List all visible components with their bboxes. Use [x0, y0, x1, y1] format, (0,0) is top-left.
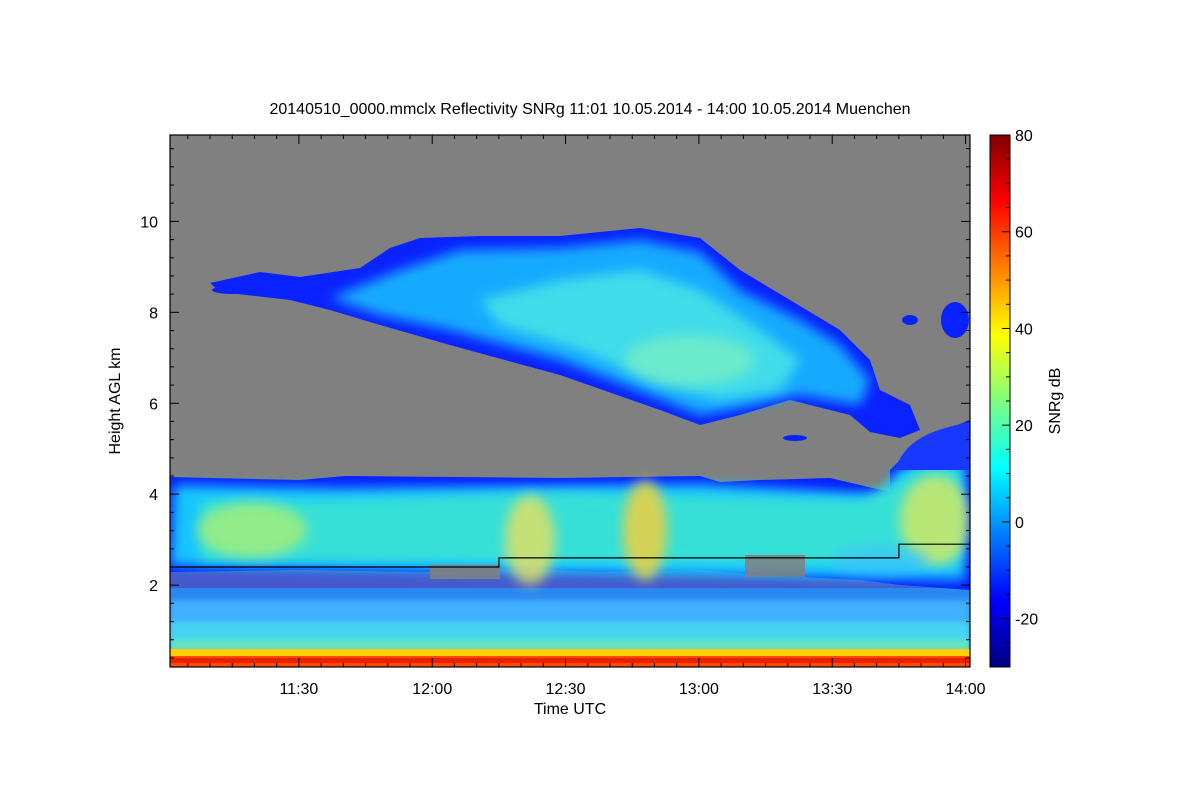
chart-title: 20140510_0000.mmclx Reflectivity SNRg 11… — [269, 101, 910, 118]
colorbar-tick-label: 40 — [1015, 321, 1033, 338]
colorbar-label: SNRg dB — [1047, 368, 1064, 435]
colorbar-tick-label: 80 — [1015, 128, 1033, 145]
y-tick-label: 10 — [140, 214, 158, 231]
colorbar-tick-label: 60 — [1015, 225, 1033, 242]
x-tick-label: 14:00 — [946, 681, 986, 698]
y-axis-label: Height AGL km — [107, 347, 124, 454]
colorbar-ticks: -20 0 20 40 60 80 — [1002, 128, 1038, 668]
x-axis-label: Time UTC — [534, 701, 606, 718]
near-ground-band — [170, 649, 970, 667]
x-tick-label: 12:00 — [412, 681, 452, 698]
x-tick-label: 13:30 — [812, 681, 852, 698]
mid-level-cloud-region — [170, 420, 970, 590]
x-tick-label: 13:00 — [679, 681, 719, 698]
plot-frame — [169, 134, 971, 668]
x-axis: 11:30 12:00 12:30 13:00 13:30 14:00 — [187, 135, 986, 698]
y-tick-label: 4 — [149, 487, 158, 504]
overlay-height-line — [170, 543, 970, 568]
plot-area — [170, 135, 970, 667]
y-tick-label: 6 — [149, 396, 158, 413]
boundary-layer-region — [170, 588, 970, 663]
x-tick-label: 11:30 — [279, 681, 318, 698]
y-axis: 2 4 6 8 10 — [140, 148, 970, 659]
x-tick-label: 12:30 — [546, 681, 586, 698]
y-tick-label: 2 — [149, 578, 158, 595]
y-tick-label: 8 — [149, 305, 158, 322]
cirrus-region — [210, 228, 970, 470]
colorbar-tick-label: 20 — [1015, 418, 1033, 435]
colorbar-tick-label: 0 — [1015, 515, 1024, 532]
colorbar-tick-label: -20 — [1015, 612, 1038, 629]
